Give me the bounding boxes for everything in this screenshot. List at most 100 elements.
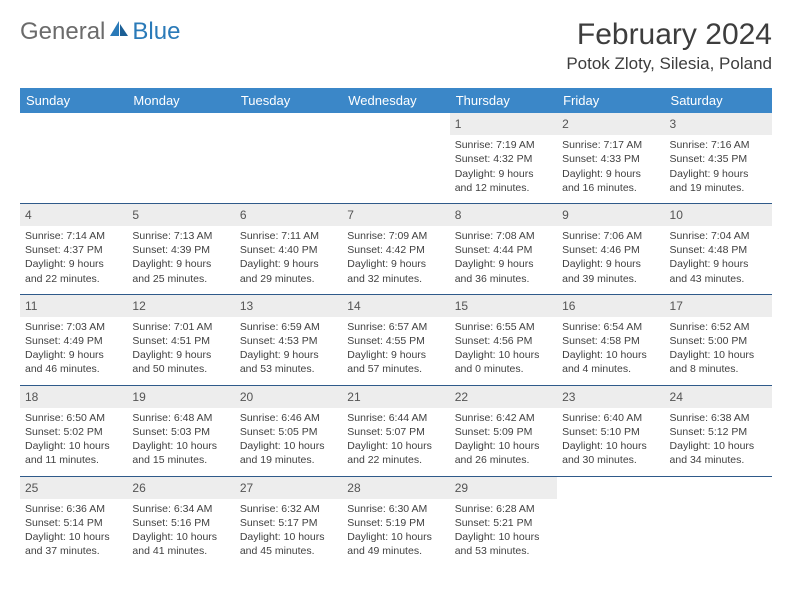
calendar-cell: 25Sunrise: 6:36 AMSunset: 5:14 PMDayligh… bbox=[20, 476, 127, 566]
day-number: 23 bbox=[557, 386, 664, 408]
day-number: 2 bbox=[557, 113, 664, 135]
day-details: Sunrise: 6:54 AMSunset: 4:58 PMDaylight:… bbox=[561, 320, 660, 377]
day-number: 18 bbox=[20, 386, 127, 408]
day-details: Sunrise: 6:46 AMSunset: 5:05 PMDaylight:… bbox=[239, 411, 338, 468]
month-title: February 2024 bbox=[566, 18, 772, 52]
calendar-cell: 4Sunrise: 7:14 AMSunset: 4:37 PMDaylight… bbox=[20, 203, 127, 294]
weekday-header: Sunday bbox=[20, 88, 127, 113]
day-details: Sunrise: 7:17 AMSunset: 4:33 PMDaylight:… bbox=[561, 138, 660, 195]
day-number: 20 bbox=[235, 386, 342, 408]
day-number: 27 bbox=[235, 477, 342, 499]
calendar-cell: 7 Sunrise: 7:09 AMSunset: 4:42 PMDaylight… bbox=[342, 203, 449, 294]
brand-part1: General bbox=[20, 18, 105, 46]
calendar-cell: 3 Sunrise: 7:16 AMSunset: 4:35 PMDaylight… bbox=[665, 113, 772, 203]
calendar-cell: 10 Sunrise: 7:04 AMSunset: 4:48 PMDayligh… bbox=[665, 203, 772, 294]
day-details: Sunrise: 6:42 AMSunset: 5:09 PMDaylight:… bbox=[454, 411, 553, 468]
day-number: 14 bbox=[342, 295, 449, 317]
calendar-row: 1 Sunrise: 7:19 AMSunset: 4:32 PMDaylight… bbox=[20, 113, 772, 203]
day-number: 3 bbox=[665, 113, 772, 135]
day-details: Sunrise: 7:06 AMSunset: 4:46 PMDaylight:… bbox=[561, 229, 660, 286]
weekday-header: Wednesday bbox=[342, 88, 449, 113]
day-number: 10 bbox=[665, 204, 772, 226]
day-details: Sunrise: 7:09 AMSunset: 4:42 PMDaylight:… bbox=[346, 229, 445, 286]
sail-icon bbox=[108, 18, 130, 46]
calendar-cell bbox=[557, 476, 664, 566]
calendar-cell: 21 Sunrise: 6:44 AMSunset: 5:07 PMDayligh… bbox=[342, 385, 449, 476]
day-number: 7 bbox=[342, 204, 449, 226]
day-number: 5 bbox=[127, 204, 234, 226]
weekday-header: Thursday bbox=[450, 88, 557, 113]
day-details: Sunrise: 7:03 AMSunset: 4:49 PMDaylight:… bbox=[24, 320, 123, 377]
day-number: 28 bbox=[342, 477, 449, 499]
day-details: Sunrise: 6:59 AMSunset: 4:53 PMDaylight:… bbox=[239, 320, 338, 377]
day-details: Sunrise: 6:50 AMSunset: 5:02 PMDaylight:… bbox=[24, 411, 123, 468]
calendar-cell: 19 Sunrise: 6:48 AMSunset: 5:03 PMDayligh… bbox=[127, 385, 234, 476]
calendar-cell: 22 Sunrise: 6:42 AMSunset: 5:09 PMDayligh… bbox=[450, 385, 557, 476]
calendar-cell: 17 Sunrise: 6:52 AMSunset: 5:00 PMDayligh… bbox=[665, 294, 772, 385]
day-details: Sunrise: 6:40 AMSunset: 5:10 PMDaylight:… bbox=[561, 411, 660, 468]
calendar-cell: 12Sunrise: 7:01 AMSunset: 4:51 PMDayligh… bbox=[127, 294, 234, 385]
day-number: 15 bbox=[450, 295, 557, 317]
day-details: Sunrise: 7:13 AMSunset: 4:39 PMDaylight:… bbox=[131, 229, 230, 286]
day-details: Sunrise: 6:30 AMSunset: 5:19 PMDaylight:… bbox=[346, 502, 445, 559]
calendar-row: 4Sunrise: 7:14 AMSunset: 4:37 PMDaylight… bbox=[20, 203, 772, 294]
calendar-cell bbox=[342, 113, 449, 203]
day-number: 17 bbox=[665, 295, 772, 317]
day-details: Sunrise: 6:55 AMSunset: 4:56 PMDaylight:… bbox=[454, 320, 553, 377]
calendar-table: SundayMondayTuesdayWednesdayThursdayFrid… bbox=[20, 88, 772, 566]
day-number: 29 bbox=[450, 477, 557, 499]
day-details: Sunrise: 6:57 AMSunset: 4:55 PMDaylight:… bbox=[346, 320, 445, 377]
calendar-cell: 14 Sunrise: 6:57 AMSunset: 4:55 PMDayligh… bbox=[342, 294, 449, 385]
brand-logo: General Blue bbox=[20, 18, 180, 46]
day-details: Sunrise: 6:28 AMSunset: 5:21 PMDaylight:… bbox=[454, 502, 553, 559]
day-number: 19 bbox=[127, 386, 234, 408]
day-details: Sunrise: 6:34 AMSunset: 5:16 PMDaylight:… bbox=[131, 502, 230, 559]
day-details: Sunrise: 7:19 AMSunset: 4:32 PMDaylight:… bbox=[454, 138, 553, 195]
day-details: Sunrise: 6:36 AMSunset: 5:14 PMDaylight:… bbox=[24, 502, 123, 559]
calendar-body: 1 Sunrise: 7:19 AMSunset: 4:32 PMDaylight… bbox=[20, 113, 772, 566]
calendar-head: SundayMondayTuesdayWednesdayThursdayFrid… bbox=[20, 88, 772, 113]
day-number: 24 bbox=[665, 386, 772, 408]
calendar-cell: 28 Sunrise: 6:30 AMSunset: 5:19 PMDayligh… bbox=[342, 476, 449, 566]
calendar-row: 25Sunrise: 6:36 AMSunset: 5:14 PMDayligh… bbox=[20, 476, 772, 566]
calendar-cell: 9 Sunrise: 7:06 AMSunset: 4:46 PMDaylight… bbox=[557, 203, 664, 294]
day-number: 6 bbox=[235, 204, 342, 226]
day-details: Sunrise: 6:52 AMSunset: 5:00 PMDaylight:… bbox=[669, 320, 768, 377]
brand-part2: Blue bbox=[132, 18, 180, 46]
day-details: Sunrise: 6:32 AMSunset: 5:17 PMDaylight:… bbox=[239, 502, 338, 559]
day-number: 4 bbox=[20, 204, 127, 226]
title-block: February 2024 Potok Zloty, Silesia, Pola… bbox=[566, 18, 772, 74]
day-details: Sunrise: 7:01 AMSunset: 4:51 PMDaylight:… bbox=[131, 320, 230, 377]
day-number: 21 bbox=[342, 386, 449, 408]
day-details: Sunrise: 7:16 AMSunset: 4:35 PMDaylight:… bbox=[669, 138, 768, 195]
day-details: Sunrise: 6:48 AMSunset: 5:03 PMDaylight:… bbox=[131, 411, 230, 468]
calendar-cell: 2 Sunrise: 7:17 AMSunset: 4:33 PMDaylight… bbox=[557, 113, 664, 203]
calendar-cell: 29 Sunrise: 6:28 AMSunset: 5:21 PMDayligh… bbox=[450, 476, 557, 566]
calendar-cell: 18 Sunrise: 6:50 AMSunset: 5:02 PMDayligh… bbox=[20, 385, 127, 476]
weekday-row: SundayMondayTuesdayWednesdayThursdayFrid… bbox=[20, 88, 772, 113]
location: Potok Zloty, Silesia, Poland bbox=[566, 54, 772, 74]
day-number: 8 bbox=[450, 204, 557, 226]
day-number: 22 bbox=[450, 386, 557, 408]
calendar-cell: 24Sunrise: 6:38 AMSunset: 5:12 PMDayligh… bbox=[665, 385, 772, 476]
day-number: 9 bbox=[557, 204, 664, 226]
calendar-row: 18 Sunrise: 6:50 AMSunset: 5:02 PMDayligh… bbox=[20, 385, 772, 476]
weekday-header: Monday bbox=[127, 88, 234, 113]
day-details: Sunrise: 7:04 AMSunset: 4:48 PMDaylight:… bbox=[669, 229, 768, 286]
calendar-cell bbox=[665, 476, 772, 566]
day-details: Sunrise: 6:44 AMSunset: 5:07 PMDaylight:… bbox=[346, 411, 445, 468]
calendar-cell: 6Sunrise: 7:11 AMSunset: 4:40 PMDaylight… bbox=[235, 203, 342, 294]
calendar-cell: 20 Sunrise: 6:46 AMSunset: 5:05 PMDayligh… bbox=[235, 385, 342, 476]
weekday-header: Tuesday bbox=[235, 88, 342, 113]
calendar-cell: 13 Sunrise: 6:59 AMSunset: 4:53 PMDayligh… bbox=[235, 294, 342, 385]
day-number: 16 bbox=[557, 295, 664, 317]
day-number: 1 bbox=[450, 113, 557, 135]
calendar-cell: 26 Sunrise: 6:34 AMSunset: 5:16 PMDayligh… bbox=[127, 476, 234, 566]
calendar-cell: 15 Sunrise: 6:55 AMSunset: 4:56 PMDayligh… bbox=[450, 294, 557, 385]
day-number: 13 bbox=[235, 295, 342, 317]
calendar-cell: 11 Sunrise: 7:03 AMSunset: 4:49 PMDayligh… bbox=[20, 294, 127, 385]
calendar-cell: 23 Sunrise: 6:40 AMSunset: 5:10 PMDayligh… bbox=[557, 385, 664, 476]
day-number: 26 bbox=[127, 477, 234, 499]
day-number: 11 bbox=[20, 295, 127, 317]
calendar-cell: 27 Sunrise: 6:32 AMSunset: 5:17 PMDayligh… bbox=[235, 476, 342, 566]
